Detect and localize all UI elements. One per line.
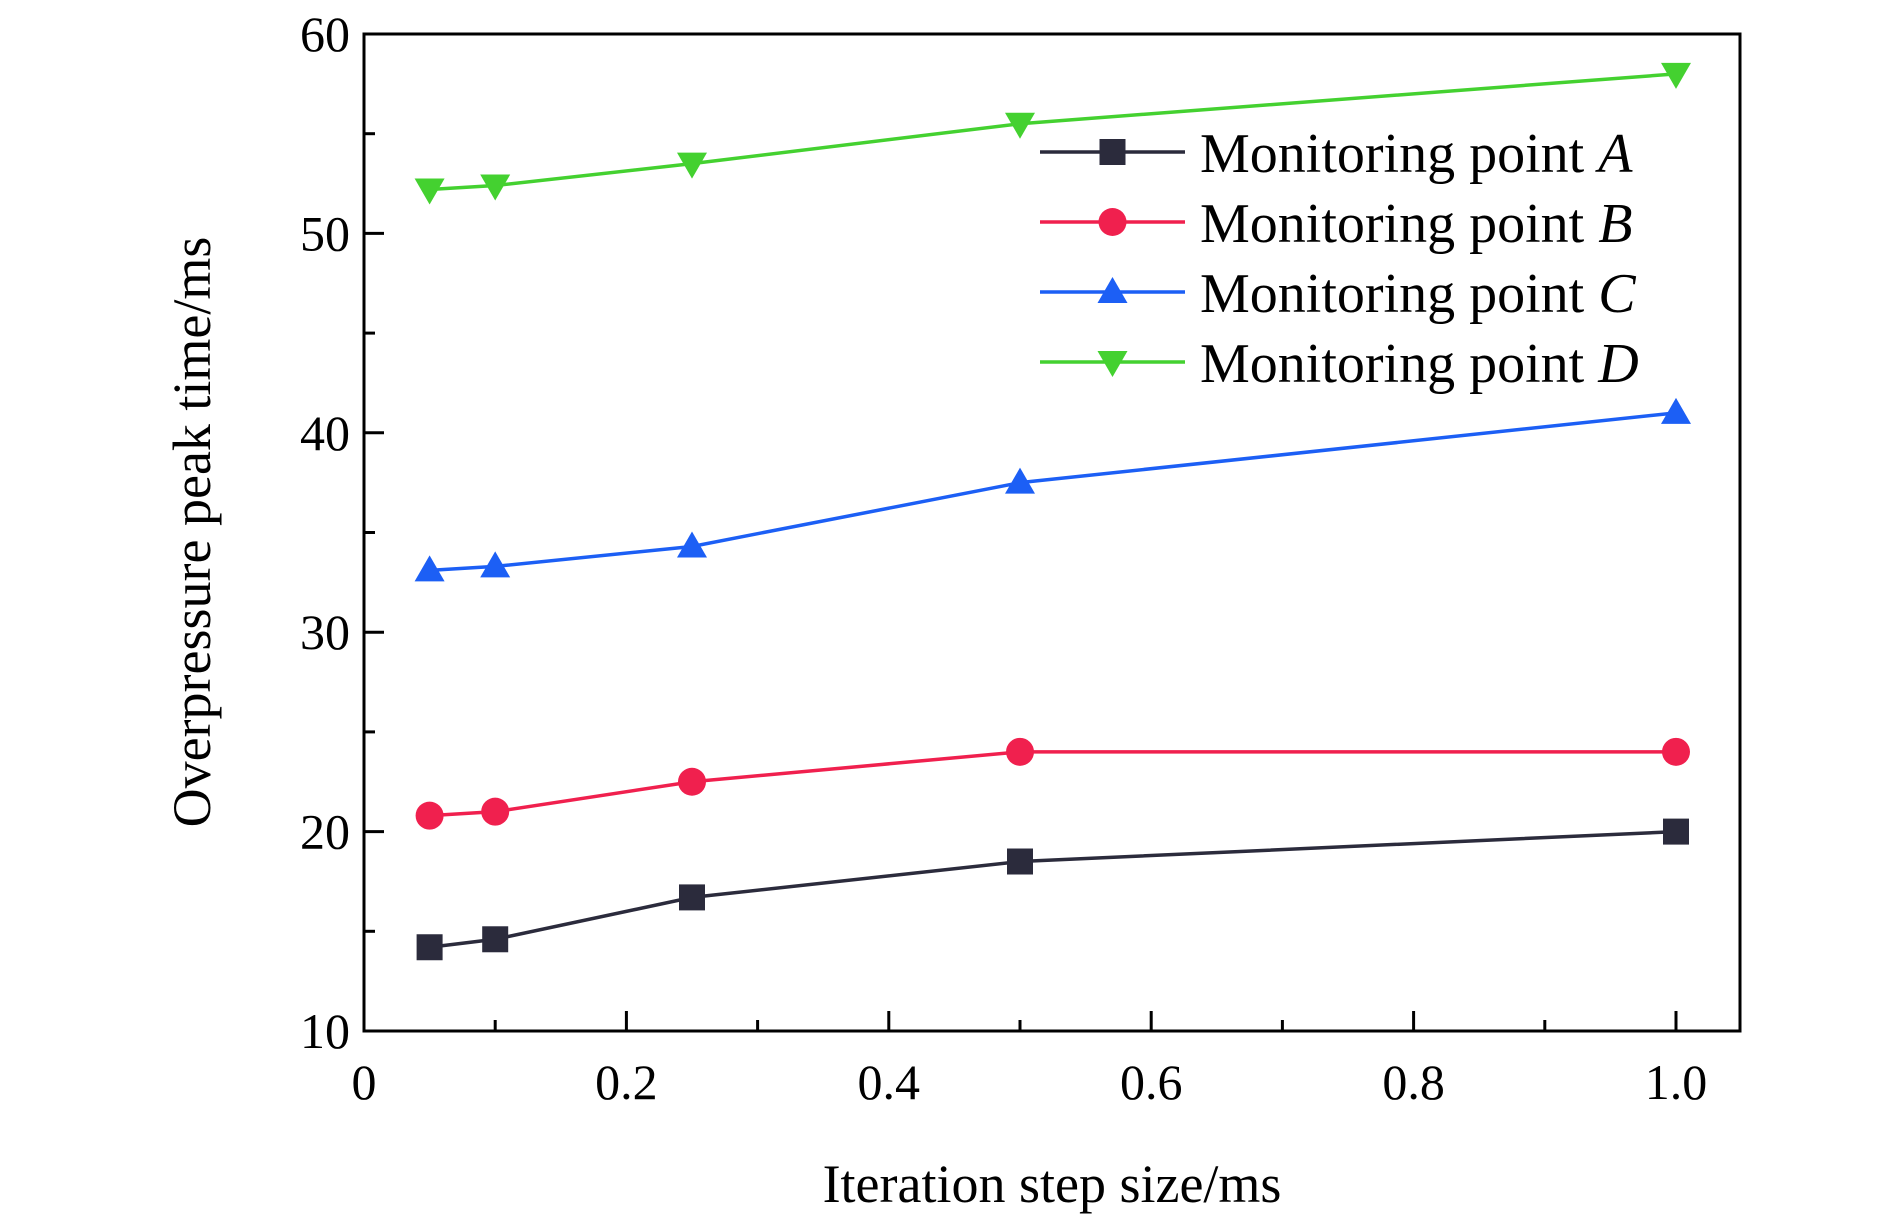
legend-item: Monitoring point D	[1040, 333, 1639, 395]
x-tick-label: 0.6	[1120, 1054, 1183, 1110]
x-tick-label: 0.4	[858, 1054, 921, 1110]
data-point	[1662, 737, 1690, 766]
data-point	[677, 531, 707, 558]
legend-marker	[1098, 208, 1127, 236]
data-point	[480, 174, 511, 201]
series-b	[415, 737, 1690, 830]
data-point	[1005, 112, 1035, 139]
data-point	[1661, 397, 1691, 424]
y-tick-label: 50	[300, 205, 350, 261]
series-d	[414, 62, 1691, 205]
legend-marker	[1099, 139, 1126, 165]
data-point	[414, 178, 445, 205]
y-tick-label: 20	[300, 804, 350, 860]
data-point	[480, 551, 511, 578]
series-line	[429, 411, 1677, 573]
y-tick-label: 40	[300, 405, 350, 461]
legend-label: Monitoring point D	[1200, 333, 1639, 395]
legend-label-text: Monitoring point	[1200, 263, 1598, 325]
data-point	[1005, 467, 1035, 494]
data-point	[1661, 62, 1691, 89]
data-point	[1663, 818, 1689, 845]
legend-marker	[1097, 351, 1128, 377]
data-point	[677, 152, 707, 179]
y-axis-title: Overpressure peak time/ms	[162, 237, 222, 828]
legend-label: Monitoring point A	[1200, 123, 1633, 185]
data-point	[414, 555, 445, 582]
x-tick-label: 1.0	[1645, 1054, 1708, 1110]
data-point	[416, 934, 443, 961]
data-point	[678, 767, 706, 796]
legend-label-letter: B	[1598, 193, 1632, 255]
ticks-layer: 0 0.2 0.4 0.6 0.8 1.0 10 20 30 40 50 60	[300, 6, 1707, 1110]
series-layer	[414, 62, 1691, 961]
y-tick-label: 10	[300, 1003, 350, 1059]
legend-label-letter: A	[1594, 123, 1633, 185]
legend-label-letter: C	[1598, 263, 1636, 325]
legend-item: Monitoring point B	[1040, 193, 1632, 255]
x-axis-title: Iteration step size/ms	[823, 1154, 1282, 1214]
y-tick-label: 60	[300, 6, 350, 62]
data-point	[482, 926, 509, 953]
x-tick-label: 0	[352, 1054, 377, 1110]
x-tick-label: 0.8	[1382, 1054, 1445, 1110]
legend-item: Monitoring point C	[1040, 263, 1636, 325]
data-point	[1006, 737, 1034, 766]
series-c	[414, 397, 1691, 582]
legend-label-text: Monitoring point	[1200, 333, 1598, 395]
x-tick-label: 0.2	[595, 1054, 658, 1110]
legend-label-text: Monitoring point	[1200, 193, 1598, 255]
y-tick-label: 30	[300, 604, 350, 660]
data-point	[679, 884, 705, 911]
legend-marker	[1097, 277, 1128, 303]
legend-label: Monitoring point B	[1200, 193, 1632, 255]
legend-label: Monitoring point C	[1200, 263, 1636, 325]
legend-item: Monitoring point A	[1040, 123, 1633, 185]
series-line	[429, 750, 1676, 818]
series-line	[429, 829, 1677, 949]
data-point	[1007, 848, 1033, 875]
legend-label-letter: D	[1597, 333, 1638, 395]
legend-label-text: Monitoring point	[1200, 123, 1598, 185]
series-a	[416, 818, 1689, 961]
data-point	[481, 797, 510, 826]
data-point	[415, 801, 444, 830]
